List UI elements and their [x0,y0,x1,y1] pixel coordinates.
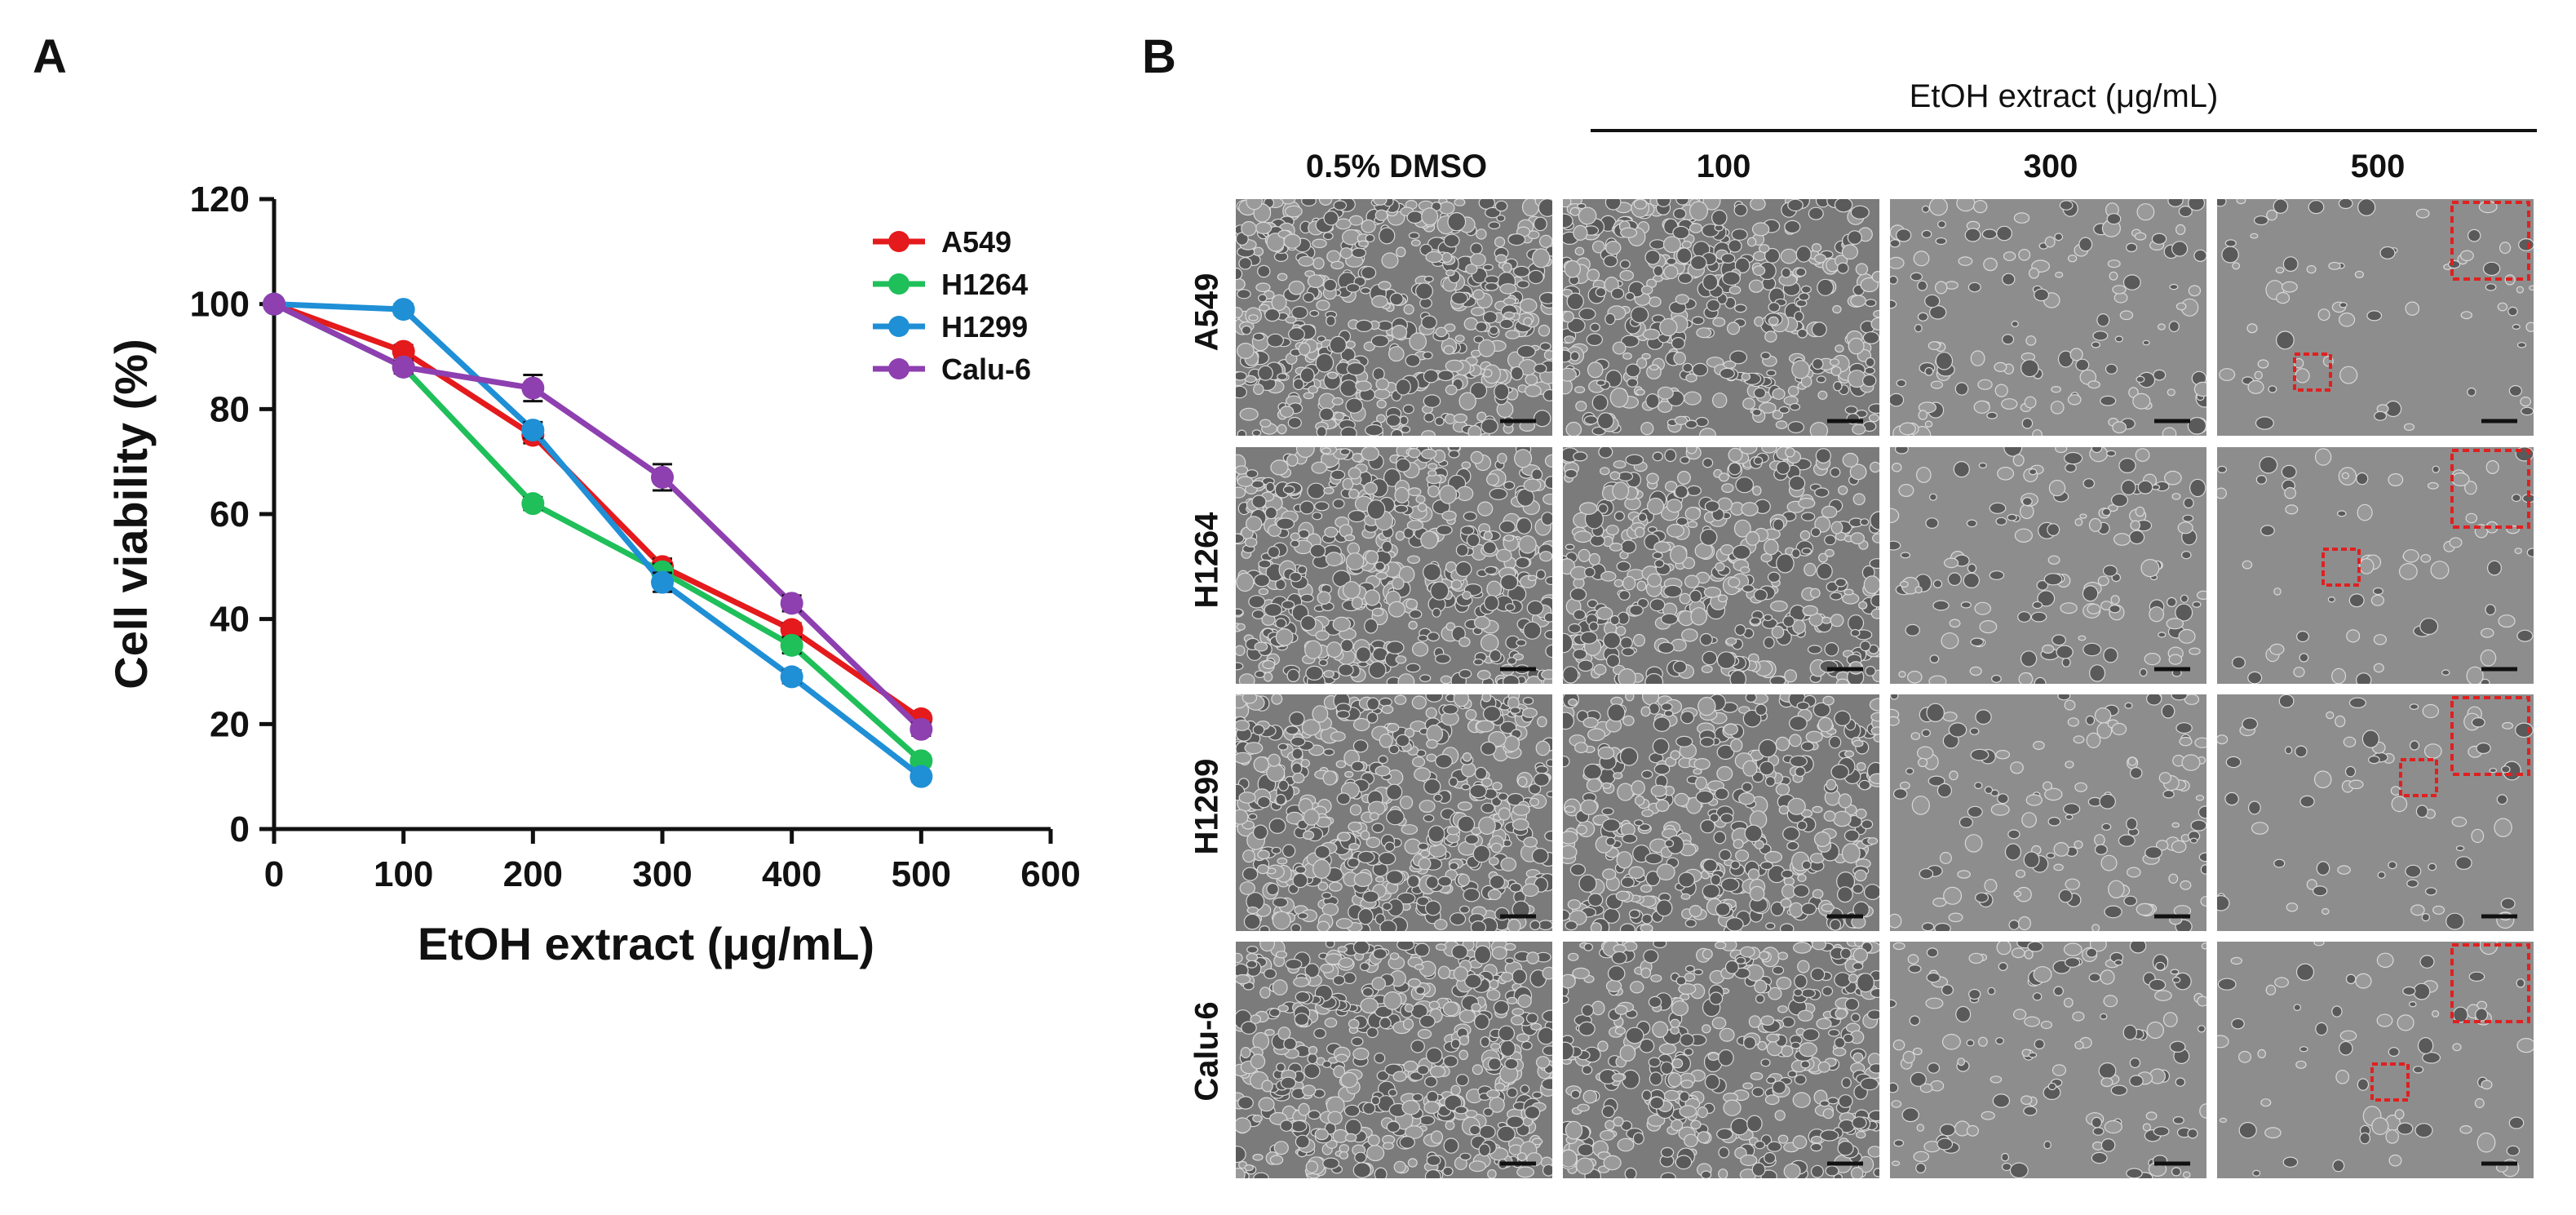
data-point-h1299 [521,419,545,442]
micrograph-r2-c3 [1890,447,2206,684]
data-point-a549 [392,339,415,363]
y-tick-label: 80 [210,389,250,429]
x-tick-label: 300 [632,854,692,894]
data-point-calu6 [392,355,415,379]
legend-label-h1264: H1264 [941,268,1028,301]
treatment-bracket-label: EtOH extract (μg/mL) [1909,78,2219,114]
x-tick-label: 200 [503,854,563,894]
data-point-calu6 [651,465,674,489]
series-line-h1299 [273,301,923,779]
legend-marker-h1299 [888,316,910,337]
y-tick-label: 0 [230,809,250,849]
column-header-100: 100 [1696,149,1751,184]
data-point-calu6 [910,717,933,741]
micrograph-r1-c2 [1563,199,1879,436]
data-point-calu6 [521,376,545,400]
legend-label-h1299: H1299 [941,310,1028,344]
data-point-h1299 [651,570,674,594]
x-axis-title: EtOH extract (μg/mL) [418,918,874,969]
micrograph-r3-c2 [1563,694,1879,931]
x-tick-label: 600 [1020,854,1080,894]
x-tick-label: 500 [892,854,951,894]
micrograph-r3-c1 [1236,694,1552,931]
x-tick-label: 100 [374,854,433,894]
micrograph-r1-c3 [1890,199,2206,436]
panel-label-a: A [33,30,67,83]
data-point-h1264 [780,633,803,657]
data-point-calu6 [263,292,285,316]
micrograph-r4-c1 [1236,942,1552,1178]
x-tick-label: 0 [264,854,284,894]
column-header-300: 300 [2023,149,2078,184]
row-label-h1299: H1299 [1188,758,1225,855]
row-label-calu6: Calu-6 [1188,1001,1225,1102]
data-point-h1264 [521,492,545,516]
x-tick-label: 400 [762,854,821,894]
micrograph-r2-c4 [2217,447,2534,684]
legend-marker-calu6 [888,358,910,379]
micrograph-r2-c2 [1563,447,1879,684]
micrograph-r1-c4 [2217,199,2534,436]
treatment-bracket-line [1591,129,2537,132]
y-tick-label: 20 [210,704,250,744]
y-tick-label: 40 [210,600,250,640]
data-point-a549 [780,618,803,641]
data-point-h1299 [780,665,803,689]
data-point-h1299 [910,765,933,788]
y-axis-title: Cell viability (%) [105,339,157,689]
column-header-dmso: 0.5% DMSO [1305,149,1488,184]
micrograph-r4-c4 [2217,942,2534,1178]
series-line-calu6 [272,301,923,732]
y-tick-label: 60 [210,494,250,534]
series-line-a549 [272,301,923,721]
micrograph-r4-c2 [1563,942,1879,1178]
y-tick-label: 100 [190,285,250,325]
viability-line-chart: 0 100 200 300 400 500 600 0 20 40 60 80 100 120 EtOH e… [105,180,1081,969]
y-tick-label: 120 [190,180,250,219]
data-point-h1264 [910,749,933,773]
data-point-calu6 [780,592,803,615]
legend-marker-h1264 [888,273,910,295]
legend-label-calu6: Calu-6 [941,353,1031,386]
micrograph-r4-c3 [1890,942,2206,1178]
row-label-a549: A549 [1188,273,1225,352]
panel-label-b: B [1142,30,1176,83]
legend-marker-a549 [888,231,910,252]
micrograph-r2-c1 [1236,447,1552,684]
micrograph-r3-c4 [2217,694,2534,931]
legend-label-a549: A549 [941,225,1011,259]
row-label-h1264: H1264 [1188,512,1225,609]
micrograph-r1-c1 [1236,199,1552,436]
column-header-500: 500 [2350,149,2406,184]
data-point-h1299 [392,298,415,321]
micrograph-r3-c3 [1890,694,2206,931]
